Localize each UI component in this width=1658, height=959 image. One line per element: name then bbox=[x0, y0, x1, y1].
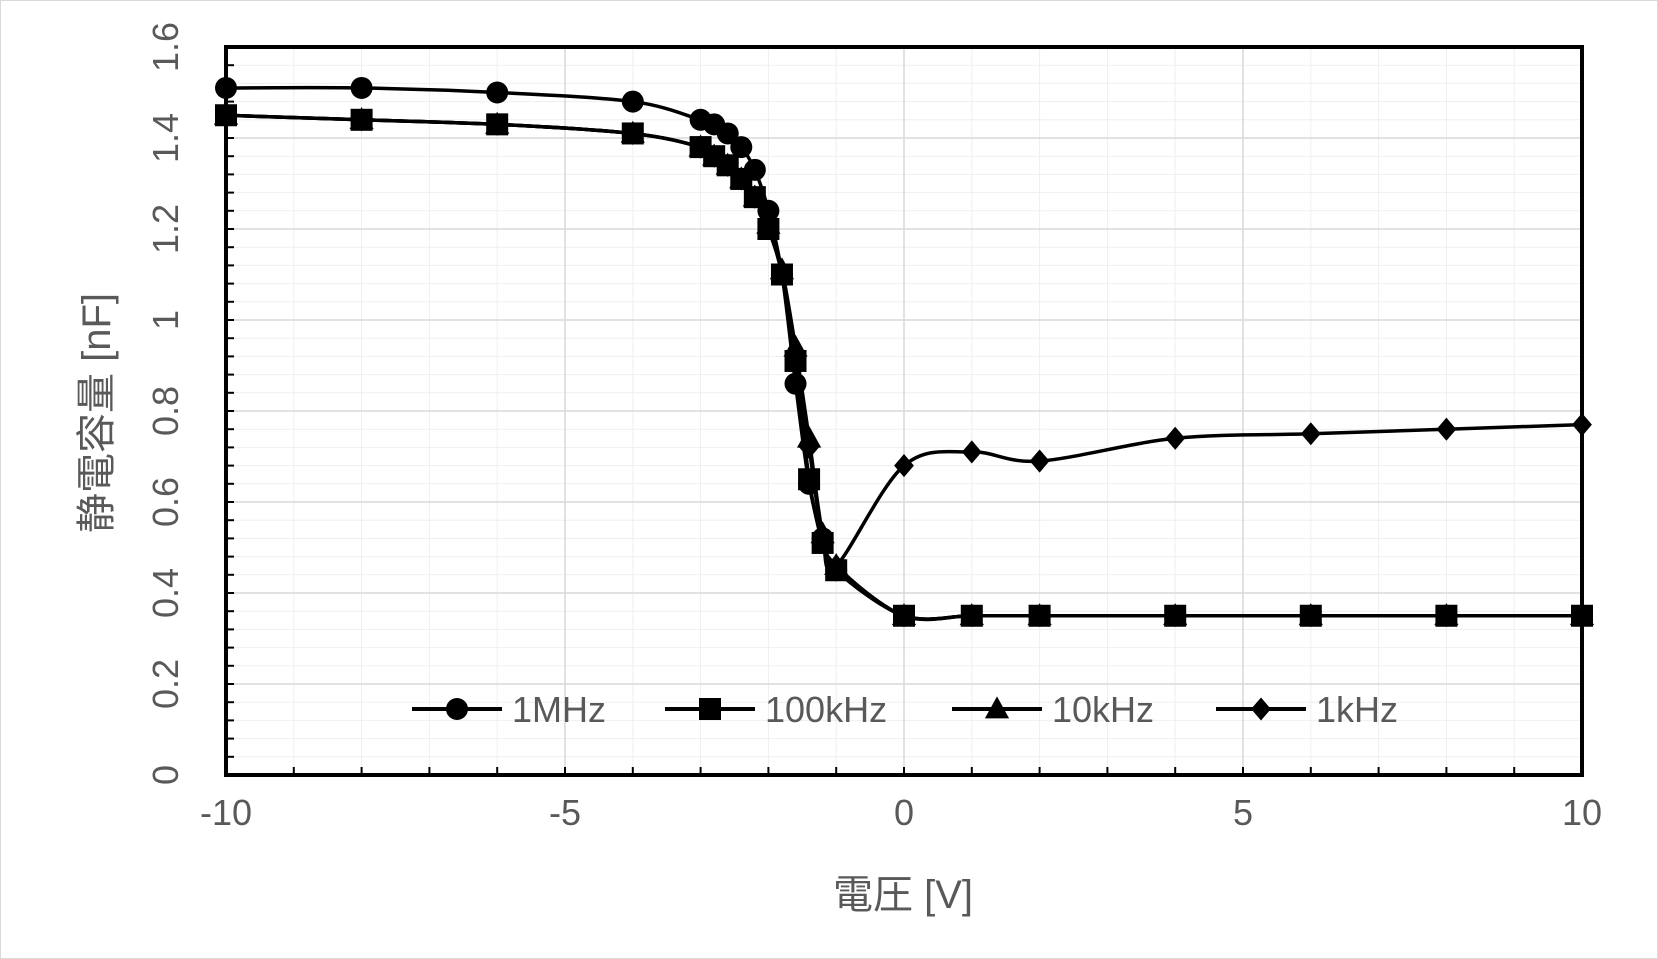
data-point-1khz bbox=[894, 454, 914, 478]
data-point-1khz bbox=[731, 167, 752, 191]
data-point-1khz bbox=[487, 112, 508, 136]
data-point-10khz bbox=[891, 603, 917, 626]
data-point-1khz bbox=[1165, 426, 1186, 450]
data-point-1khz bbox=[772, 262, 792, 287]
legend: 1MHz 100kHz 10kHz 1kHz bbox=[412, 689, 1398, 730]
legend-marker-1khz bbox=[1251, 697, 1271, 721]
y-tick-labels: 0 0.2 0.4 0.6 0.8 1 1.2 1.4 1.6 bbox=[145, 22, 186, 785]
x-tick-label: -10 bbox=[200, 792, 252, 833]
data-point-1khz bbox=[351, 108, 372, 132]
y-axis-title: 静電容量 [nF] bbox=[75, 293, 119, 533]
data-point-1khz bbox=[704, 144, 725, 168]
y-tick-label: 0.2 bbox=[145, 659, 186, 709]
y-tick-label: 1 bbox=[145, 310, 186, 330]
x-tick-labels: -10 -5 0 5 10 bbox=[200, 792, 1602, 833]
y-tick-label: 0.6 bbox=[145, 477, 186, 527]
legend-marker-1mhz bbox=[446, 698, 468, 720]
data-point-1mhz bbox=[486, 81, 509, 104]
data-point-1khz bbox=[758, 212, 779, 236]
data-point-1mhz bbox=[716, 122, 739, 145]
legend-label-1khz: 1kHz bbox=[1316, 689, 1398, 730]
y-tick-label: 1.6 bbox=[145, 22, 186, 72]
data-point-1mhz bbox=[350, 76, 373, 99]
legend-label-1mhz: 1MHz bbox=[512, 689, 606, 730]
axis-ticks bbox=[225, 46, 1583, 776]
data-point-1khz bbox=[961, 440, 982, 464]
data-point-10khz bbox=[1163, 603, 1188, 626]
data-point-1mhz bbox=[621, 90, 644, 113]
data-point-1khz bbox=[1300, 422, 1321, 446]
data-point-1mhz bbox=[730, 136, 753, 159]
x-tick-label: 0 bbox=[894, 792, 914, 833]
data-point-10khz bbox=[959, 603, 984, 626]
data-point-10khz bbox=[1434, 603, 1459, 626]
data-point-1khz bbox=[690, 135, 711, 159]
x-axis-title: 電圧 [V] bbox=[833, 873, 973, 917]
data-point-1khz bbox=[785, 344, 806, 368]
data-point-1khz bbox=[799, 435, 819, 459]
y-tick-label: 1.4 bbox=[145, 113, 186, 163]
data-point-1khz bbox=[622, 121, 643, 145]
data-point-1khz bbox=[717, 153, 738, 177]
data-point-1khz bbox=[1029, 449, 1050, 473]
data-point-1khz bbox=[1436, 417, 1457, 441]
y-tick-label: 1.2 bbox=[145, 204, 186, 254]
data-point-1mhz bbox=[784, 372, 807, 395]
legend-label-100khz: 100kHz bbox=[765, 689, 887, 730]
x-tick-label: 5 bbox=[1233, 792, 1253, 833]
data-point-1khz bbox=[812, 526, 833, 550]
x-tick-label: -5 bbox=[549, 792, 581, 833]
legend-marker-10khz bbox=[984, 696, 1010, 719]
legend-label-10khz: 10kHz bbox=[1052, 689, 1154, 730]
y-tick-label: 0.4 bbox=[145, 568, 186, 618]
y-tick-label: 0.8 bbox=[145, 386, 186, 436]
data-point-1khz bbox=[826, 554, 847, 578]
y-tick-label: 0 bbox=[145, 765, 186, 785]
data-point-1khz bbox=[744, 185, 765, 209]
x-tick-label: 10 bbox=[1562, 792, 1602, 833]
legend-marker-100khz bbox=[699, 698, 721, 720]
series-markers bbox=[213, 76, 1595, 627]
data-point-10khz bbox=[1298, 603, 1323, 626]
data-point-100khz bbox=[798, 468, 821, 491]
data-point-10khz bbox=[1027, 603, 1052, 626]
